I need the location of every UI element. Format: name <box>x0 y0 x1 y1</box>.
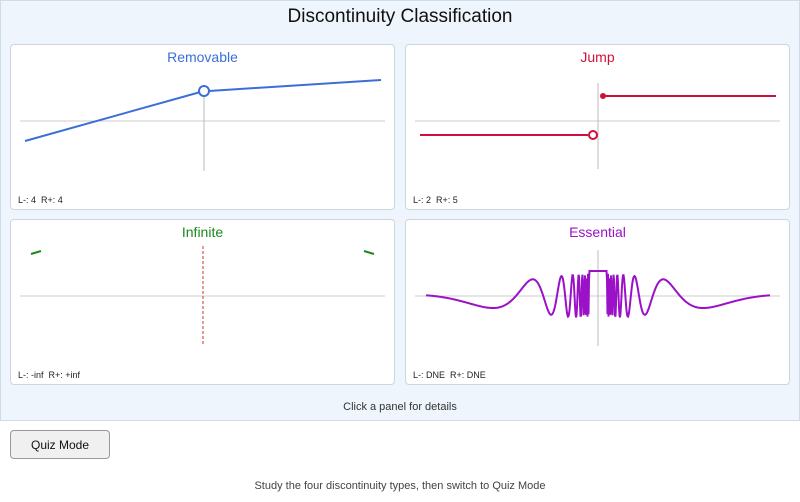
limits: L-: -inf R+: +inf <box>18 370 81 380</box>
plot <box>20 79 385 171</box>
limits: L-: DNE R+: DNE <box>413 370 486 380</box>
hint: Click a panel for details <box>343 401 457 413</box>
plot <box>415 250 780 346</box>
page-title: Discontinuity Classification <box>287 6 513 27</box>
panel-title: Essential <box>569 224 626 240</box>
jump-panel[interactable]: Jump L-: 2 R+: 5 <box>405 44 790 210</box>
limits: L-: 2 R+: 5 <box>413 195 458 205</box>
panel-title: Infinite <box>181 224 224 240</box>
infinite-panel[interactable]: Infinite L-: -inf R+: +inf <box>10 219 395 385</box>
footer: Study the four discontinuity types, then… <box>254 480 546 492</box>
curve <box>425 270 771 319</box>
plot <box>20 246 385 346</box>
quiz-mode-button[interactable]: Quiz Mode <box>10 430 110 459</box>
panel-title: Removable <box>167 49 238 65</box>
essential-panel[interactable]: Essential L-: DNE R+: DNE <box>405 219 790 385</box>
plot <box>415 83 780 169</box>
removable-panel[interactable]: Removable L-: 4 R+: 4 <box>10 44 395 210</box>
panel-title: Jump <box>580 49 615 65</box>
limits: L-: 4 R+: 4 <box>18 195 63 205</box>
